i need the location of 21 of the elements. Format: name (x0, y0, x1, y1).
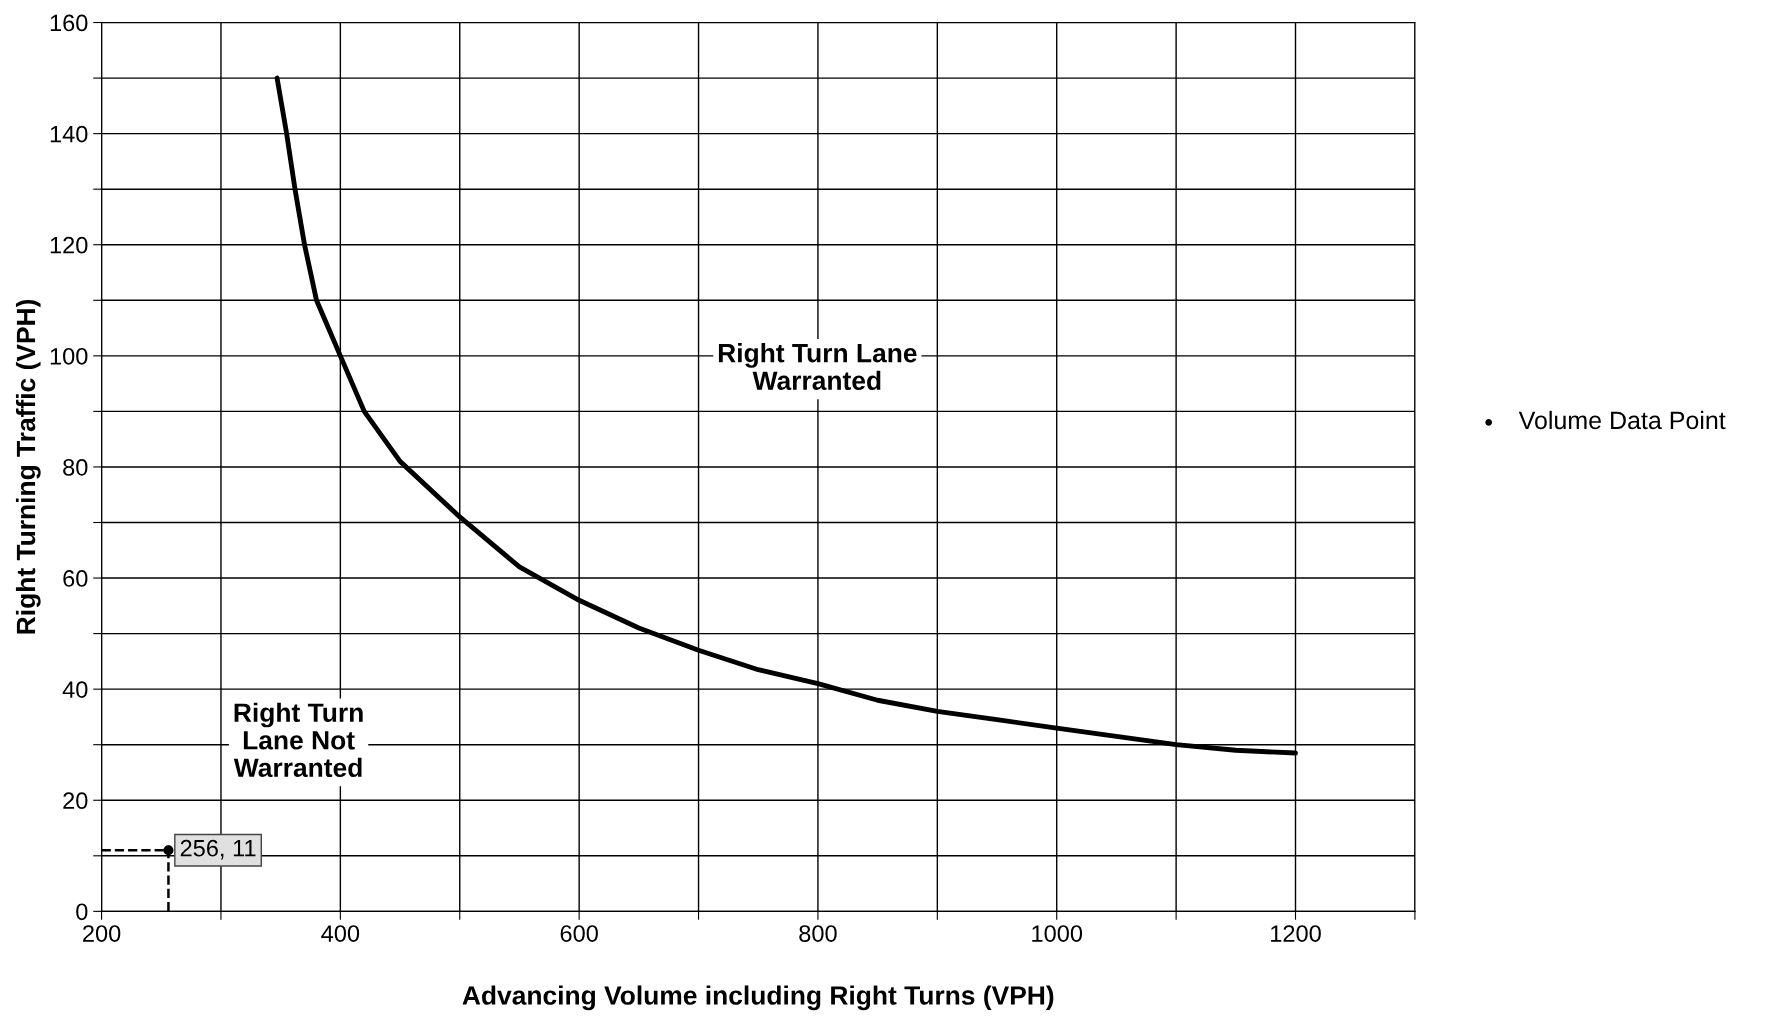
x-tick-label: 200 (83, 925, 121, 942)
annotation: Right Turn Lane Warranted (718, 343, 917, 391)
legend-label: Volume Data Point (1518, 410, 1726, 430)
y-tick-label: 120 (50, 236, 88, 254)
y-tick-label: 140 (50, 125, 88, 143)
y-tick-label: 40 (62, 681, 88, 698)
y-axis-title: Right Turning Traffic (VPH) (15, 299, 41, 634)
x-tick-label: 400 (321, 925, 360, 942)
y-tick-label: 60 (63, 570, 88, 587)
x-tick-label: 800 (799, 925, 837, 942)
x-tick-label: 1200 (1271, 925, 1321, 942)
y-tick-label: 100 (50, 347, 88, 365)
data-label: 256, 11 (180, 839, 256, 860)
x-tick-label: 600 (560, 925, 598, 942)
y-tick-label: 80 (63, 459, 88, 476)
x-tick-label: 1000 (1032, 925, 1083, 942)
y-tick-label: 160 (50, 14, 88, 32)
annotation: Right Turn Lane Not Warranted (233, 702, 363, 778)
x-axis-title: Advancing Volume including Right Turns (VPH) (462, 985, 1054, 1011)
y-tick-label: 0 (76, 903, 88, 921)
y-tick-label: 20 (63, 792, 88, 810)
